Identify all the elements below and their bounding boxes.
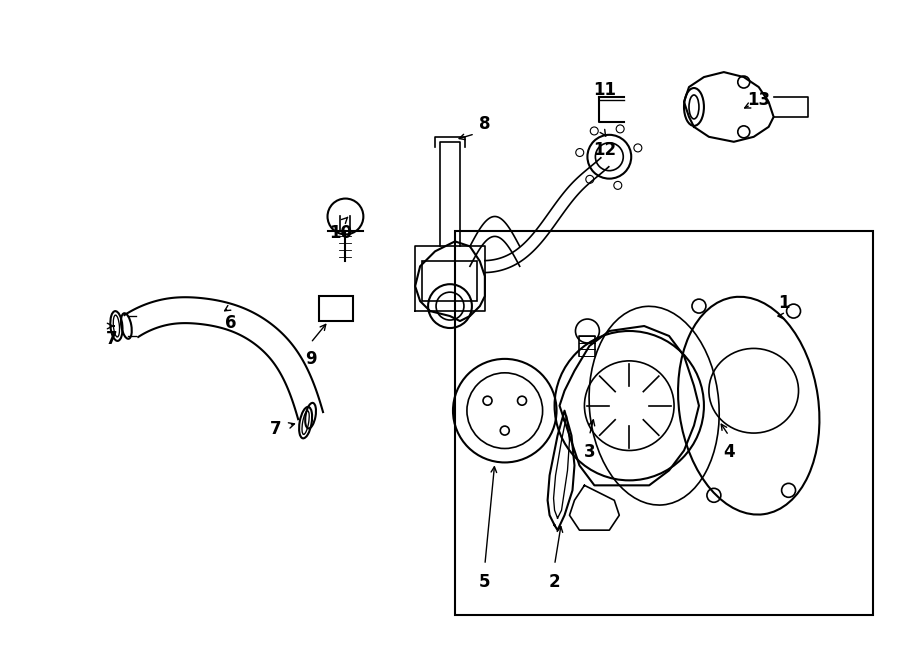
Text: 3: 3 (583, 444, 595, 461)
Text: 7: 7 (270, 420, 282, 438)
Text: 12: 12 (593, 141, 616, 159)
Text: 6: 6 (225, 314, 237, 332)
Text: 8: 8 (479, 115, 490, 133)
Text: 4: 4 (723, 444, 734, 461)
Text: 7: 7 (105, 330, 117, 348)
Text: 13: 13 (747, 91, 770, 109)
Text: 1: 1 (778, 294, 789, 312)
Text: 10: 10 (329, 225, 352, 243)
Text: 2: 2 (549, 573, 561, 591)
Text: 5: 5 (479, 573, 490, 591)
Text: 11: 11 (593, 81, 616, 99)
Text: 9: 9 (305, 350, 317, 368)
